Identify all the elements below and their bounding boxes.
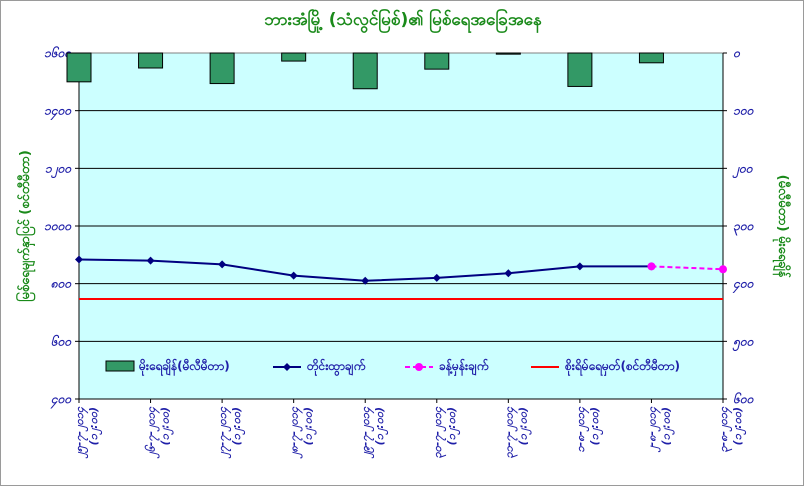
left-tick-label: ၁၄၀၀	[44, 104, 72, 121]
left-tick-label: ၈၀၀	[51, 277, 73, 291]
right-tick-label: ၃၀၀	[733, 219, 755, 236]
rain-bar	[424, 52, 450, 70]
rain-bar	[66, 52, 92, 83]
rain-bar	[209, 52, 235, 85]
left-tick-label: ၆၀၀	[51, 334, 73, 348]
right-tick-label: ၂၀၀	[732, 161, 754, 178]
rain-bar	[281, 52, 307, 62]
rain-bar	[138, 52, 164, 69]
x-tick-label-date: ၃-၈-၂၀၁၄	[717, 406, 733, 452]
left-axis-title: မြစ်ရေမျက်နှာပြင် (စင်တီမီတာ)	[15, 150, 36, 302]
legend-label-rain: မိုးရေချိန်(မီလီမီတာ)	[138, 357, 230, 377]
x-tick-label-time: (၁၂:၀၀)	[230, 407, 246, 445]
observed-point	[575, 262, 584, 271]
chart-title: ဘားအံမြို့ (သံလွင်မြစ်)၏ မြစ်ရေအခြေအနေ	[264, 10, 542, 30]
x-tick-label-date: ၃၀-၇-၂၀၁၄	[431, 406, 447, 458]
legend-swatch-rain	[105, 360, 135, 372]
observed-point	[361, 276, 370, 285]
x-tick-label-time: (၁၂:၀၀)	[659, 407, 675, 445]
forecast-line	[651, 265, 724, 271]
observed-point	[432, 273, 441, 282]
left-tick-label: ၁၀၀၀	[44, 219, 72, 233]
x-tick-label-date: ၂၅-၇-၂၀၁၄	[73, 406, 89, 459]
x-tick-label-time: (၁၂:၀၀)	[731, 407, 747, 445]
x-tick-label-date: ၂၇-၇-၂၀၁၄	[216, 406, 232, 459]
x-tick-label-time: (၁၂:၀၀)	[373, 407, 389, 445]
observed-point	[504, 269, 513, 278]
right-tick-label: ၅၀၀	[732, 334, 755, 351]
rain-bar	[495, 52, 521, 55]
observed-point	[289, 271, 298, 280]
right-tick-label: ၄၀၀	[732, 277, 755, 294]
legend-marker-observed	[283, 363, 291, 371]
right-tick-label: ၆၀၀	[733, 392, 755, 406]
x-tick-label-date: ၂၈-၇-၂၀၁၄	[288, 406, 304, 459]
legend: မိုးရေချိန်(မီလီမီတာ) တိုင်းထွာချက် ခန့်မှ…	[105, 357, 680, 377]
x-tick-label-date: ၁-၈-၂၀၁၄	[574, 406, 590, 452]
x-tick-label-date: ၃၁-၇-၂၀၁၄	[502, 406, 518, 458]
legend-label-forecast: ခန့်မှန်းချက်	[439, 357, 489, 377]
forecast-point	[647, 262, 656, 271]
x-tick-label-time: (၁၂:၀၀)	[516, 407, 532, 445]
observed-point	[146, 256, 155, 265]
right-axis-title: (မီလီမီတာ) မိုးရေချိန်	[772, 175, 792, 279]
right-tick-label: ၀	[733, 46, 741, 60]
x-tick-label-time: (၁၂:၀၀)	[87, 407, 103, 445]
x-tick-label-time: (၁၂:၀၀)	[302, 407, 318, 445]
legend-label-observed: တိုင်းထွာချက်	[306, 357, 366, 377]
x-tick-label-time: (၁၂:၀၀)	[445, 407, 461, 445]
left-tick-label: ၁၆၀၀	[44, 46, 72, 60]
legend-marker-forecast	[415, 363, 423, 371]
observed-point	[75, 255, 83, 264]
rain-bar	[352, 52, 378, 90]
x-tick-label-time: (၁၂:၀၀)	[159, 407, 175, 445]
x-tick-label-date: ၂၉-၇-၂၀၁၄	[359, 406, 375, 459]
forecast-point	[719, 265, 727, 274]
x-tick-label-date: ၂၆-၇-၂၀၁၄	[145, 406, 161, 459]
left-tick-label: ၄၀၀	[50, 392, 73, 409]
rain-bar	[638, 52, 664, 64]
legend-label-danger: စိုးရိမ်ရေမှတ်(စင်တီမီတာ)	[564, 357, 680, 377]
left-tick-label: ၁၂၀၀	[45, 161, 72, 178]
right-tick-label: ၁၀၀	[733, 104, 755, 118]
x-tick-label-time: (၁၂:၀၀)	[588, 407, 604, 445]
observed-point	[218, 260, 227, 269]
rain-bar	[567, 52, 593, 87]
x-tick-label-date: ၂-၈-၂၀၁၄	[645, 406, 661, 453]
